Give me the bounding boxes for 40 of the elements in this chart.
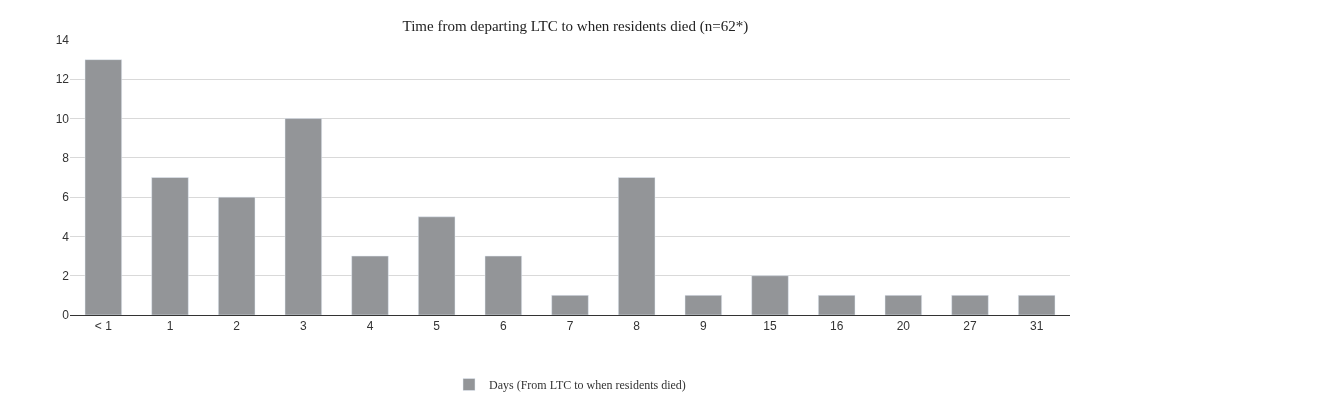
legend-label: Days (From LTC to when residents died) — [489, 378, 686, 393]
bar — [618, 177, 656, 315]
bar — [884, 295, 922, 315]
y-tick-label: 4 — [62, 229, 70, 244]
x-tick-label: 6 — [499, 319, 507, 334]
chart-title: Time from departing LTC to when residents died (n=62*) — [402, 18, 749, 36]
bar — [484, 255, 522, 315]
y-tick-label: 10 — [55, 111, 70, 126]
x-tick-label: 8 — [633, 319, 641, 334]
x-tick-label: 3 — [299, 319, 307, 334]
y-tick-label: 8 — [62, 151, 70, 166]
bar — [551, 295, 589, 315]
y-tick-label: 6 — [62, 190, 70, 205]
x-tick-label: 7 — [566, 319, 574, 334]
y-tick-label: 0 — [62, 308, 70, 323]
x-tick-label: < 1 — [94, 319, 113, 334]
bar — [351, 255, 389, 315]
bar — [151, 177, 189, 315]
x-tick-label: 15 — [763, 319, 777, 334]
bar — [751, 275, 789, 315]
y-tick-label: 2 — [62, 268, 70, 283]
x-tick-label: 2 — [233, 319, 241, 334]
x-tick-label: 1 — [166, 319, 174, 334]
bar — [684, 295, 722, 315]
x-tick-label: 4 — [366, 319, 374, 334]
x-tick-label: 31 — [1029, 319, 1044, 334]
bar — [818, 295, 856, 315]
x-tick-label: 20 — [896, 319, 911, 334]
x-tick-label: 9 — [699, 319, 707, 334]
x-tick-label: 27 — [963, 319, 977, 334]
bar — [1018, 295, 1056, 315]
bar — [951, 295, 989, 315]
bar — [84, 59, 122, 315]
bar — [218, 196, 256, 315]
y-tick-label: 14 — [55, 33, 70, 48]
y-tick-label: 12 — [55, 72, 70, 87]
bar — [418, 216, 456, 315]
x-tick-label: 16 — [829, 319, 844, 334]
x-tick-label: 5 — [433, 319, 441, 334]
bar — [284, 118, 322, 315]
